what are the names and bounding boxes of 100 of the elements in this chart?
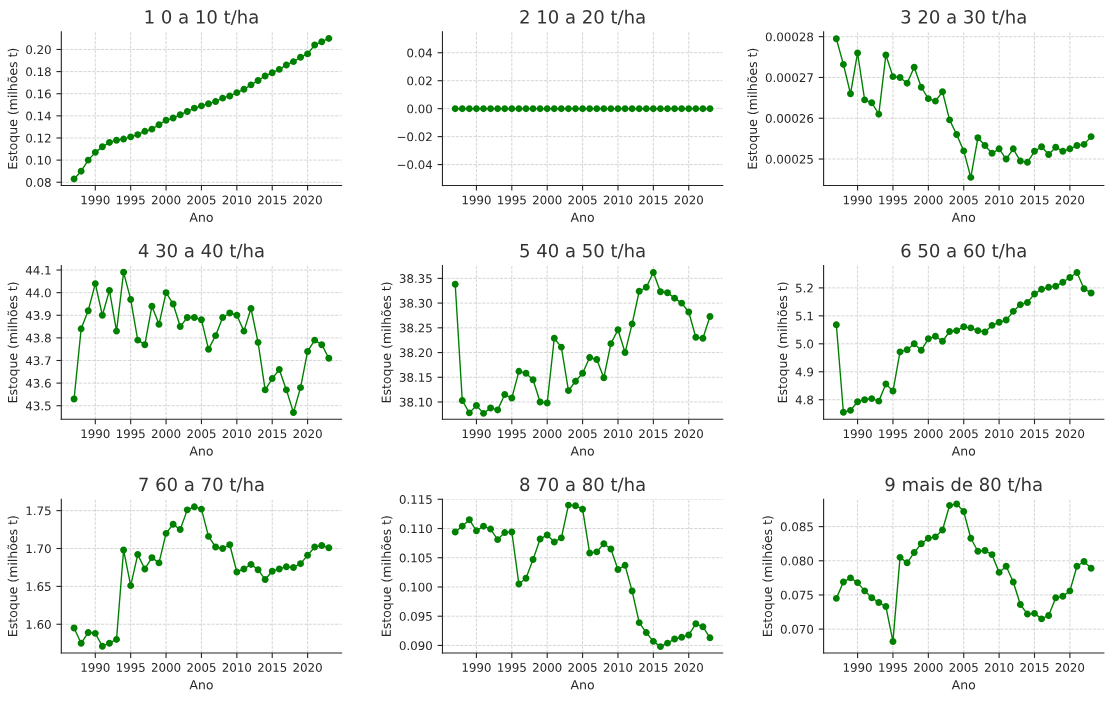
point	[854, 49, 862, 57]
point	[847, 574, 854, 582]
y-tick-label: 0.115	[399, 494, 432, 504]
point	[875, 110, 883, 118]
y-tick-label: 38.15	[399, 372, 432, 382]
x-tick-label: 2000	[151, 429, 181, 439]
point	[105, 138, 113, 146]
point	[706, 634, 714, 642]
point	[1080, 557, 1088, 565]
point	[1080, 140, 1088, 148]
point	[896, 553, 904, 561]
y-tick-label: 44.1	[25, 265, 51, 275]
point	[247, 305, 255, 312]
chart-title: 2 10 a 20 t/ha	[520, 9, 645, 26]
y-tick-label: 43.7	[25, 356, 51, 366]
point	[1066, 274, 1074, 282]
point	[974, 134, 982, 142]
point	[967, 534, 975, 542]
point	[868, 594, 876, 602]
point	[480, 522, 487, 530]
point	[254, 76, 262, 84]
point	[1038, 615, 1046, 623]
x-tick-label: 1990	[81, 662, 110, 672]
point	[162, 529, 170, 537]
point	[141, 127, 149, 135]
point	[465, 516, 473, 524]
point	[1023, 158, 1031, 166]
point	[995, 568, 1003, 576]
point	[939, 337, 946, 345]
chart-title: 6 50 a 60 t/ha	[901, 243, 1026, 259]
y-tick-label: 1.70	[26, 544, 51, 554]
point	[219, 545, 227, 552]
point	[282, 386, 290, 394]
point	[839, 578, 847, 586]
point	[233, 311, 241, 319]
y-tick-label: 0.095	[399, 611, 432, 621]
point	[212, 332, 220, 340]
x-tick-label: 2015	[258, 195, 287, 205]
point	[282, 61, 290, 69]
point	[656, 643, 664, 651]
point	[931, 97, 939, 105]
point	[1009, 145, 1017, 153]
point	[268, 375, 276, 383]
y-tick-label: 0.12	[26, 133, 51, 143]
point	[586, 549, 594, 557]
point	[593, 356, 601, 363]
point	[861, 96, 869, 104]
point	[988, 149, 996, 157]
point	[924, 534, 932, 542]
point	[233, 89, 241, 97]
y-tick-label: 43.5	[25, 401, 51, 411]
x-tick-label: 2015	[639, 429, 668, 439]
y-tick-label: 0.00025	[765, 154, 813, 164]
point	[875, 599, 883, 606]
point	[297, 53, 304, 61]
x-axis-title: Ano	[951, 446, 976, 456]
point	[487, 525, 495, 533]
point	[120, 268, 128, 276]
y-tick-label: 5.0	[796, 339, 814, 349]
x-tick-label: 2000	[533, 662, 562, 672]
point	[261, 386, 269, 394]
x-tick-label: 2005	[568, 662, 597, 672]
point	[1066, 587, 1074, 595]
point	[939, 88, 946, 96]
x-tick-label: 2020	[674, 429, 703, 439]
point	[910, 549, 918, 557]
y-tick-label: 0.02	[407, 76, 432, 86]
point	[600, 374, 608, 382]
point	[1052, 143, 1060, 151]
point	[960, 508, 968, 516]
x-tick-label: 2020	[293, 662, 322, 672]
point	[988, 321, 996, 329]
point	[98, 642, 106, 650]
point	[967, 173, 975, 181]
point	[1066, 145, 1074, 153]
point	[120, 135, 128, 143]
point	[614, 565, 622, 573]
point	[896, 73, 904, 81]
point	[254, 566, 262, 574]
point	[960, 323, 968, 331]
point	[176, 323, 184, 331]
point	[1045, 283, 1053, 291]
point	[529, 376, 537, 384]
x-tick-label: 1995	[116, 429, 145, 439]
point	[91, 280, 99, 288]
point	[903, 346, 911, 354]
point	[917, 346, 925, 354]
point	[939, 526, 946, 534]
point	[529, 556, 537, 563]
point	[889, 73, 897, 81]
x-axis-title: Ano	[570, 212, 594, 222]
point	[494, 536, 502, 544]
point	[854, 579, 862, 587]
point	[275, 65, 283, 73]
y-tick-label: 0.00027	[765, 73, 813, 83]
point	[212, 543, 220, 551]
point	[953, 327, 961, 335]
point	[550, 538, 558, 546]
point	[226, 92, 234, 100]
x-tick-label: 1995	[116, 195, 145, 205]
